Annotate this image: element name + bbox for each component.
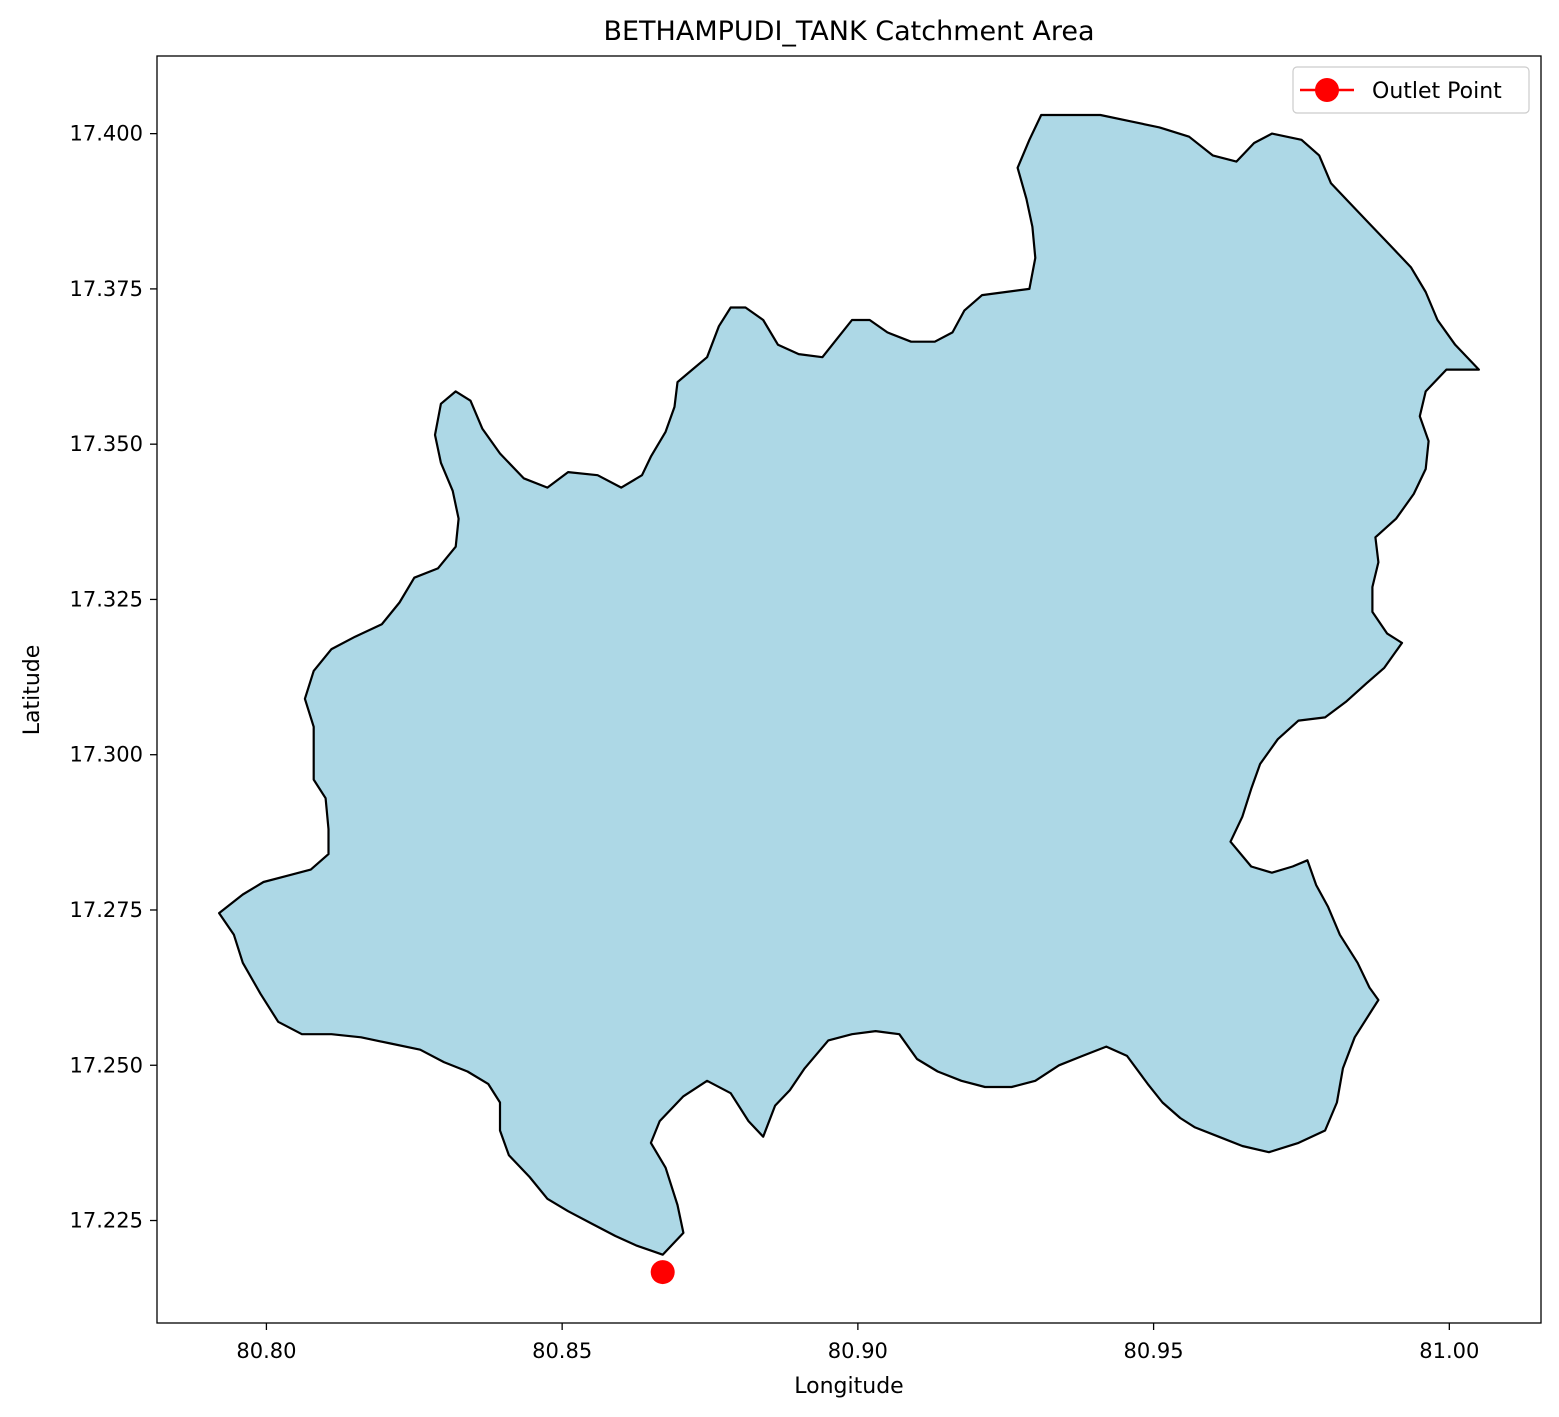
x-tick-label: 80.85: [532, 1339, 592, 1363]
x-tick-label: 80.80: [236, 1339, 296, 1363]
y-tick-label: 17.400: [70, 122, 143, 146]
legend-marker-swatch: [1315, 78, 1339, 102]
outlet-point-marker: [650, 1260, 675, 1285]
x-axis-title: Longitude: [794, 1374, 903, 1399]
y-tick-label: 17.225: [70, 1209, 143, 1233]
chart-title: BETHAMPUDI_TANK Catchment Area: [603, 16, 1094, 47]
y-axis: 17.225 17.250 17.275 17.300 17.325 17.350 17.3…: [70, 122, 157, 1233]
x-tick-label: 80.95: [1124, 1339, 1184, 1363]
y-axis-title: Latitude: [20, 645, 45, 736]
legend-label: Outlet Point: [1372, 79, 1502, 104]
y-tick-label: 17.350: [70, 432, 143, 456]
x-axis: 80.80 80.85 80.90 80.95 81.00: [236, 1323, 1479, 1363]
legend: Outlet Point: [1292, 66, 1530, 114]
plot-area: [218, 113, 1481, 1285]
y-tick-label: 17.375: [70, 277, 143, 301]
y-tick-label: 17.325: [70, 587, 143, 611]
y-tick-label: 17.250: [70, 1053, 143, 1077]
x-tick-label: 81.00: [1419, 1339, 1479, 1363]
y-tick-label: 17.300: [70, 743, 143, 767]
legend-box: [1292, 66, 1530, 114]
x-tick-label: 80.90: [828, 1339, 888, 1363]
axes-frame: [156, 55, 1542, 1324]
catchment-area-polygon: [218, 113, 1481, 1256]
y-tick-label: 17.275: [70, 898, 143, 922]
